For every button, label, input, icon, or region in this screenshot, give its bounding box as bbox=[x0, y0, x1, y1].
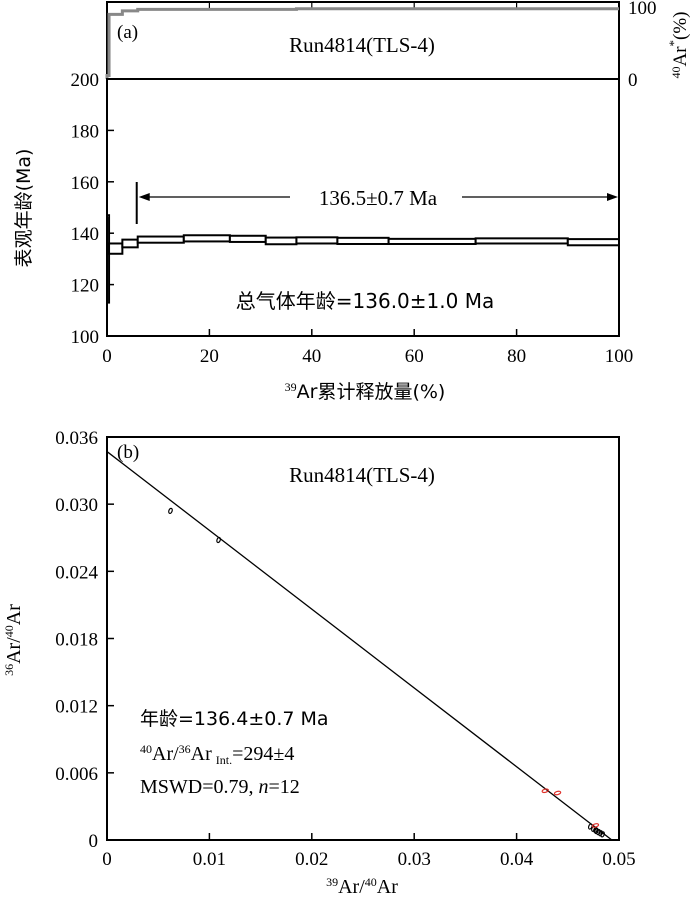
iso-x-tick-label: 0.01 bbox=[193, 849, 226, 870]
radiogenic-axis-label: 40Ar*(%) bbox=[666, 11, 691, 78]
x-tick-label: 40 bbox=[302, 346, 321, 367]
iso-x-tick-label: 0 bbox=[102, 849, 112, 870]
y-tick-label: 160 bbox=[71, 173, 100, 194]
age-step-box bbox=[182, 234, 231, 243]
isochron-point-included bbox=[168, 507, 173, 514]
isochron-point-excluded bbox=[541, 788, 549, 794]
age-step-box bbox=[264, 236, 298, 246]
arrowhead-right-icon bbox=[607, 193, 618, 201]
y-tick-label: 100 bbox=[71, 327, 100, 348]
age-step-box bbox=[228, 234, 267, 243]
age-step-box bbox=[387, 237, 477, 245]
iso-y-tick-label: 0.024 bbox=[55, 562, 98, 583]
x-tick-label: 0 bbox=[102, 346, 112, 367]
iso-x-tick-label: 0.02 bbox=[295, 849, 328, 870]
age-step-box bbox=[136, 235, 185, 244]
y-tick-label: 120 bbox=[71, 276, 100, 297]
isochron-axes: 0 0.006 0.012 0.018 0.024 0.030 0.036 0 0.01 0.02… bbox=[55, 428, 635, 870]
radiogenic-tick-label: 0 bbox=[628, 70, 638, 91]
initial-ratio-text: 40Ar/36Ar Int.=294±4 bbox=[140, 742, 294, 767]
iso-y-tick-label: 0.030 bbox=[55, 495, 98, 516]
release-axis-label: 39Ar累计释放量(%) bbox=[285, 380, 446, 403]
iso-x-tick-label: 0.04 bbox=[500, 849, 534, 870]
radiogenic-tick-label: 100 bbox=[628, 0, 657, 19]
isochron-line bbox=[106, 451, 613, 841]
isochron-point-excluded bbox=[591, 823, 600, 828]
panel-b-sample: Run4814(TLS-4) bbox=[289, 463, 435, 487]
age-spectrum-axes: 100 120 140 160 180 200 0 20 40 60 80 100 bbox=[71, 70, 634, 367]
age-axis-label: 表观年龄(Ma) bbox=[13, 149, 35, 268]
panel-a-sample: Run4814(TLS-4) bbox=[289, 33, 435, 57]
isochron-y-axis-label: 36Ar/40Ar bbox=[2, 604, 25, 676]
panel-a: (a) Run4814(TLS-4) 100 0 40Ar*(%) 100 120… bbox=[13, 0, 691, 403]
age-step-box bbox=[474, 237, 569, 245]
panel-b: 0 0.006 0.012 0.018 0.024 0.030 0.036 0 0.01 0.02… bbox=[2, 428, 636, 898]
isochron-point-included bbox=[596, 829, 601, 836]
age-spectrum-frame bbox=[106, 78, 620, 337]
y-tick-label: 180 bbox=[71, 121, 100, 142]
x-tick-label: 80 bbox=[507, 346, 526, 367]
isochron-point-included bbox=[594, 827, 599, 835]
age-spectrum-steps bbox=[106, 214, 620, 304]
x-tick-label: 20 bbox=[200, 346, 219, 367]
isochron-point-included bbox=[600, 831, 605, 838]
isochron-age-text: 年龄=136.4±0.7 Ma bbox=[140, 708, 329, 730]
arrowhead-left-icon bbox=[138, 193, 150, 201]
age-step-box bbox=[336, 236, 390, 245]
mswd-text: MSWD=0.79, n=12 bbox=[140, 776, 300, 798]
iso-y-tick-label: 0.018 bbox=[55, 630, 98, 651]
svg-text:表观年龄(Ma): 表观年龄(Ma) bbox=[13, 149, 35, 268]
radiogenic-ticks bbox=[106, 2, 620, 8]
plateau-age-label: 136.5±0.7 Ma bbox=[319, 186, 438, 210]
iso-y-tick-label: 0.036 bbox=[55, 428, 98, 449]
y-tick-label: 140 bbox=[71, 224, 100, 245]
isochron-point-included bbox=[216, 536, 221, 544]
y-tick-label: 200 bbox=[71, 70, 100, 91]
panel-a-label: (a) bbox=[117, 22, 138, 43]
svg-text:36Ar/40Ar: 36Ar/40Ar bbox=[2, 604, 25, 676]
age-step-box bbox=[106, 214, 111, 304]
x-tick-label: 100 bbox=[605, 346, 634, 367]
plateau-annotation: 136.5±0.7 Ma bbox=[135, 182, 618, 224]
radiogenic-step-curve bbox=[105, 7, 619, 79]
total-gas-age-label: 总气体年龄=136.0±1.0 Ma bbox=[236, 289, 494, 313]
age-step-box bbox=[108, 242, 124, 255]
iso-y-tick-label: 0.006 bbox=[55, 764, 98, 785]
isochron-points bbox=[168, 507, 605, 838]
age-step-box bbox=[566, 238, 620, 247]
x-tick-label: 60 bbox=[405, 346, 424, 367]
iso-y-tick-label: 0.012 bbox=[55, 697, 98, 718]
iso-y-tick-label: 0 bbox=[89, 831, 99, 852]
isochron-annotations: 年龄=136.4±0.7 Ma 40Ar/36Ar Int.=294±4 MSWD… bbox=[140, 708, 329, 798]
isochron-point-excluded bbox=[553, 790, 562, 796]
isochron-point-included bbox=[598, 830, 603, 837]
age-step-box bbox=[295, 236, 339, 245]
iso-x-tick-label: 0.03 bbox=[398, 849, 431, 870]
svg-text:40Ar*(%): 40Ar*(%) bbox=[666, 11, 691, 78]
isochron-x-axis-label: 39Ar/40Ar bbox=[326, 875, 398, 898]
panel-b-label: (b) bbox=[117, 442, 139, 463]
age-step-box bbox=[121, 238, 139, 249]
iso-x-tick-label: 0.05 bbox=[602, 849, 635, 870]
